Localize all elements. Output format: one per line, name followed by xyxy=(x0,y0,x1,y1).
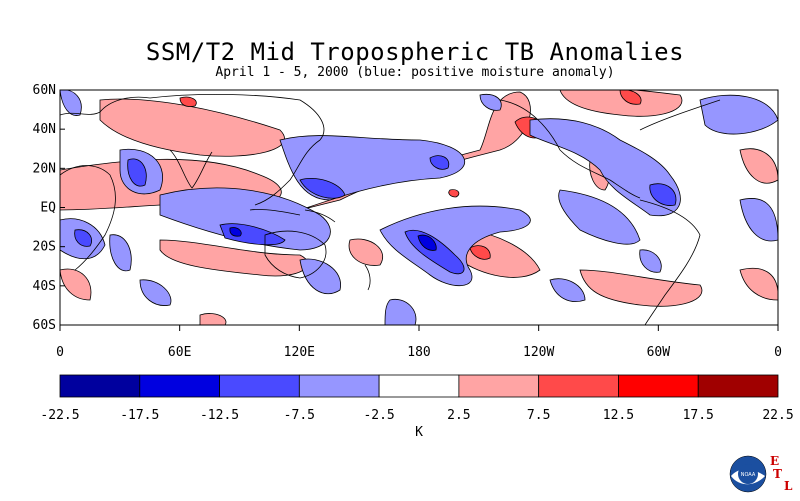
colorbar-tick-label: 2.5 xyxy=(447,408,470,423)
colorbar-tick-label: -12.5 xyxy=(200,408,239,423)
coastline-nz xyxy=(364,264,371,291)
coastline-europe xyxy=(60,96,151,116)
negative-anomaly-region xyxy=(379,205,531,287)
negative-anomaly-region xyxy=(699,94,778,135)
coastline-africa xyxy=(60,165,116,271)
colorbar-swatch xyxy=(538,374,619,398)
longitude-label: 120E xyxy=(284,345,315,360)
negative-anomaly-region xyxy=(549,278,586,302)
coastline-maritime xyxy=(249,209,336,223)
longitude-label: 60W xyxy=(647,345,671,360)
latitude-label: 60S xyxy=(33,318,56,333)
noaa-etl-logo: NOAA E T L xyxy=(728,452,792,501)
positive-anomaly-region xyxy=(559,90,683,117)
negative-anomaly-region xyxy=(529,118,681,217)
noaa-logo-icon: NOAA xyxy=(729,455,767,493)
negative-anomaly-region xyxy=(384,298,417,325)
longitude-label: 0 xyxy=(56,345,64,360)
map-title: SSM/T2 Mid Tropospheric TB Anomalies xyxy=(145,38,685,66)
colorbar-swatch xyxy=(378,374,460,398)
latitude-label: 60N xyxy=(33,83,56,98)
logo-letter-e: E xyxy=(770,454,780,468)
negative-anomaly-core xyxy=(74,229,92,247)
coastline-north-america-east xyxy=(639,99,721,131)
latitude-label: EQ xyxy=(40,201,56,216)
positive-anomaly-region xyxy=(99,98,285,157)
colorbar-tick-label: 22.5 xyxy=(762,408,793,423)
negative-anomaly-region xyxy=(639,249,662,273)
colorbar: -22.5 -17.5 -12.5 -7.5 -2.5 2.5 7.5 12.5 17.5 22.… xyxy=(40,374,794,423)
negative-anomaly-region xyxy=(109,234,132,272)
latitude-label: 20S xyxy=(33,240,56,255)
colorbar-swatch xyxy=(139,374,220,398)
colorbar-swatch xyxy=(618,374,699,398)
longitude-label: 60E xyxy=(168,345,191,360)
positive-anomaly-region xyxy=(60,268,92,301)
colorbar-tick-label: 7.5 xyxy=(527,408,550,423)
coastline-australia xyxy=(264,230,327,279)
negative-anomaly-region xyxy=(60,90,82,116)
colorbar-swatch xyxy=(59,374,141,398)
longitude-label: 120W xyxy=(523,345,554,360)
colorbar-swatch xyxy=(298,374,380,398)
colorbar-tick-label: 12.5 xyxy=(603,408,634,423)
positive-anomaly-region xyxy=(199,313,227,325)
negative-anomaly-core xyxy=(429,155,450,170)
negative-anomaly-region xyxy=(558,189,641,245)
latitude-label: 20N xyxy=(33,161,56,176)
strong-positive-core xyxy=(469,245,491,260)
latitude-label: 40S xyxy=(33,279,56,294)
coastline-north-america xyxy=(499,99,641,199)
longitude-label: 0 xyxy=(774,345,782,360)
strong-positive-core xyxy=(179,96,197,107)
latitude-label: 40N xyxy=(33,122,56,137)
strong-positive-core xyxy=(448,189,460,198)
positive-anomaly-region xyxy=(348,238,383,266)
coastline-south-america xyxy=(639,199,701,325)
positive-anomaly-region xyxy=(739,148,778,184)
colorbar-tick-label: -22.5 xyxy=(40,408,79,423)
strong-positive-core xyxy=(619,90,642,105)
logo-letter-t: T xyxy=(773,467,782,481)
longitude-label: 180 xyxy=(407,345,430,360)
colorbar-swatch xyxy=(219,374,300,398)
colorbar-swatch xyxy=(697,374,779,398)
strong-negative-core xyxy=(417,234,437,251)
colorbar-tick-label: -17.5 xyxy=(120,408,159,423)
negative-anomaly-region xyxy=(739,198,778,242)
logo-letter-l: L xyxy=(784,479,793,493)
negative-anomaly-core xyxy=(299,178,346,199)
negative-anomaly-region xyxy=(159,187,331,251)
strong-negative-core xyxy=(229,227,242,237)
colorbar-tick-label: -7.5 xyxy=(284,408,315,423)
colorbar-unit: K xyxy=(415,425,423,440)
colorbar-swatch xyxy=(458,374,540,398)
negative-anomaly-region xyxy=(299,258,342,295)
negative-anomaly-core xyxy=(127,158,147,187)
coastline-india xyxy=(169,149,213,189)
colorbar-tick-label: -2.5 xyxy=(363,408,394,423)
negative-anomaly-core xyxy=(649,183,677,206)
negative-anomaly-region xyxy=(139,279,172,306)
positive-anomaly-region xyxy=(739,267,778,301)
coastline-asia xyxy=(149,93,325,206)
negative-anomaly-region xyxy=(479,93,502,111)
positive-anomaly-region xyxy=(459,229,541,278)
noaa-logo-text: NOAA xyxy=(741,472,756,478)
colorbar-tick-label: 17.5 xyxy=(683,408,714,423)
positive-anomaly-region xyxy=(579,269,703,307)
map-subtitle: April 1 - 5, 2000 (blue: positive moistu… xyxy=(215,65,615,80)
